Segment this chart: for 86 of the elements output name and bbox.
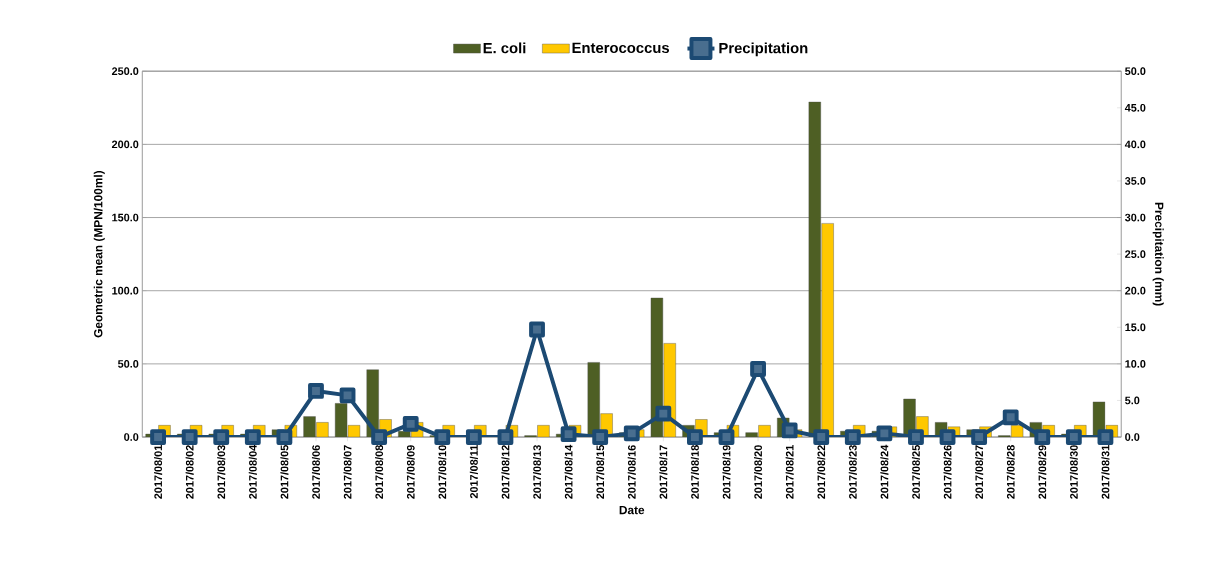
- y2-tick-label: 20.0: [1125, 286, 1146, 295]
- point: [434, 428, 451, 445]
- y-tick-label: 100.0: [112, 286, 139, 295]
- x-tick-label: 2017/08/19: [722, 444, 731, 499]
- x-tick-label: 2017/08/10: [438, 445, 447, 499]
- point: [813, 428, 830, 445]
- y2-tick-label: 15.0: [1125, 323, 1146, 331]
- y2-tick-label: 45.0: [1124, 103, 1146, 112]
- y2-tick-label: 0.0: [1125, 432, 1140, 441]
- point: [876, 425, 893, 442]
- point: [371, 428, 388, 445]
- y2-tick-label: 40.0: [1124, 140, 1146, 148]
- y2-tick-label: 30.0: [1124, 213, 1146, 222]
- legend-label: E. coli: [483, 42, 526, 54]
- y2-tick-label: 10.0: [1125, 359, 1146, 368]
- y-axis-title: Geometric mean (MPN/100ml): [93, 170, 105, 338]
- x-tick-label: 2017/08/05: [280, 444, 289, 499]
- x-tick-label: 2017/08/26: [943, 444, 952, 499]
- y2-tick-label: 5.0: [1125, 396, 1140, 405]
- y2-tick-label: 25.0: [1125, 250, 1146, 258]
- point: [213, 428, 230, 445]
- x-tick-label: 2017/08/18: [690, 444, 699, 499]
- x-tick-label: 2017/08/22: [817, 444, 826, 499]
- x-tick-label: 2017/08/13: [532, 444, 542, 499]
- point: [592, 428, 609, 445]
- x-tick-label: 2017/08/14: [564, 444, 573, 499]
- x-tick-label: 2017/08/06: [311, 444, 321, 499]
- point: [750, 360, 766, 377]
- x-tick-label: 2017/08/07: [343, 445, 352, 499]
- point: [1065, 428, 1082, 445]
- y2-tick-label: 50.0: [1125, 67, 1146, 75]
- legend-label: Enterococcus: [572, 42, 670, 53]
- x-tick-label: 2017/08/29: [1038, 444, 1047, 499]
- x-tick-label: 2017/08/30: [1069, 445, 1078, 499]
- point: [939, 428, 956, 445]
- x-tick-label: 2017/08/25: [911, 444, 921, 499]
- y-tick-label: 200.0: [111, 140, 139, 148]
- x-tick-label: 2017/08/08: [375, 444, 384, 499]
- bar: [821, 222, 834, 437]
- point: [781, 422, 798, 439]
- point: [687, 428, 703, 445]
- y2-tick-label: 35.0: [1124, 176, 1146, 185]
- point: [1097, 428, 1114, 445]
- y-tick-label: 0.0: [124, 432, 139, 441]
- x-tick-label: 2017/08/02: [185, 444, 194, 499]
- point: [465, 428, 482, 445]
- point: [1034, 428, 1051, 445]
- x-tick-label: 2017/08/24: [880, 444, 889, 499]
- point: [150, 428, 166, 445]
- y-tick-label: 50.0: [117, 359, 139, 368]
- point: [529, 321, 545, 338]
- x-tick-label: 2017/08/12: [501, 444, 510, 499]
- point: [655, 405, 672, 422]
- x-tick-label: 2017/08/31: [1101, 444, 1110, 499]
- x-tick-label: 2017/08/28: [1006, 444, 1015, 499]
- x-tick-label: 2017/08/01: [154, 444, 163, 499]
- point: [497, 428, 514, 445]
- x-tick-label: 2017/08/20: [754, 445, 763, 499]
- x-tick-label: 2017/08/04: [248, 444, 257, 499]
- x-tick-label: 2017/08/03: [217, 444, 226, 499]
- point: [244, 428, 261, 445]
- point: [308, 382, 324, 399]
- point: [402, 415, 419, 432]
- x-tick-label: 2017/08/27: [975, 445, 984, 499]
- y-tick-label: 150.0: [112, 213, 139, 222]
- x-tick-label: 2017/08/15: [596, 444, 605, 499]
- x-tick-label: 2017/08/11: [469, 444, 478, 499]
- y-tick-label: 250.0: [111, 67, 139, 75]
- point: [971, 428, 988, 445]
- point: [1002, 409, 1019, 425]
- x-axis-title: Date: [619, 505, 645, 515]
- x-tick-label: 2017/08/17: [659, 445, 668, 499]
- y2-axis-title: Precipitation (mm): [1152, 202, 1164, 306]
- point: [339, 387, 356, 404]
- point: [718, 428, 735, 445]
- point: [181, 428, 198, 445]
- x-tick-label: 2017/08/16: [627, 444, 636, 499]
- point: [844, 428, 861, 445]
- point: [560, 425, 577, 442]
- legend-label: Precipitation: [719, 42, 808, 57]
- x-tick-label: 2017/08/23: [848, 444, 857, 499]
- x-tick-label: 2017/08/09: [406, 444, 415, 499]
- x-tick-label: 2017/08/21: [785, 444, 794, 499]
- point: [623, 425, 640, 442]
- point: [276, 428, 293, 445]
- point: [908, 428, 924, 445]
